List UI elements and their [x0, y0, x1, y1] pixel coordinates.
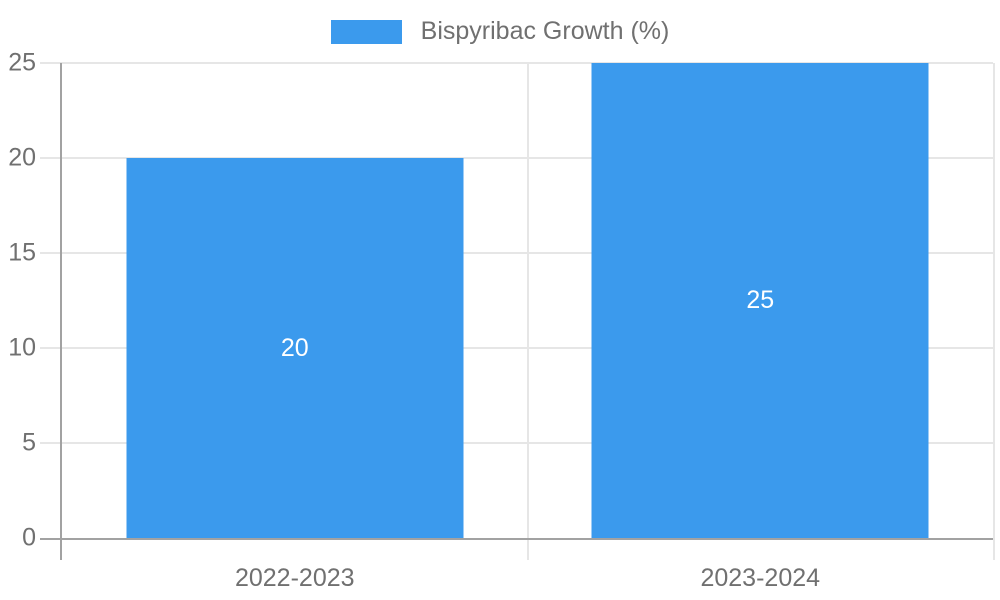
category-divider-line — [526, 63, 529, 560]
bar-value-label: 25 — [746, 286, 775, 314]
y-tick-label-25: 25 — [8, 48, 36, 77]
gridline-20 — [40, 157, 993, 159]
y-tick-label-5: 5 — [22, 428, 36, 457]
x-axis-label-2023-2024: 2023-2024 — [700, 564, 821, 592]
x-axis-baseline — [40, 538, 993, 540]
gridline-5 — [40, 442, 993, 444]
gridline-25 — [40, 62, 993, 64]
bar-2022-2023[interactable]: 20 — [126, 158, 464, 538]
legend-swatch — [330, 19, 402, 44]
bar-2023-2024[interactable]: 25 — [591, 63, 929, 538]
y-tick-label-0: 0 — [22, 523, 36, 552]
y-tick-label-20: 20 — [8, 143, 36, 172]
legend-item-bispyribac-growth[interactable]: Bispyribac Growth (%) — [330, 17, 670, 46]
y-tick-label-10: 10 — [8, 333, 36, 362]
gridline-15 — [40, 252, 993, 254]
plot-area: 20 25 25 20 15 10 5 0 2022-2023 2023-202… — [8, 49, 995, 592]
gridline-10 — [40, 347, 993, 349]
plot-right-border — [993, 63, 995, 560]
bar-value-label: 20 — [280, 333, 309, 362]
x-axis-label-2022-2023: 2022-2023 — [234, 564, 355, 592]
y-tick-label-15: 15 — [8, 238, 36, 267]
y-axis-line — [60, 63, 62, 560]
legend: Bispyribac Growth (%) — [0, 17, 1000, 46]
legend-label: Bispyribac Growth (%) — [420, 17, 670, 45]
